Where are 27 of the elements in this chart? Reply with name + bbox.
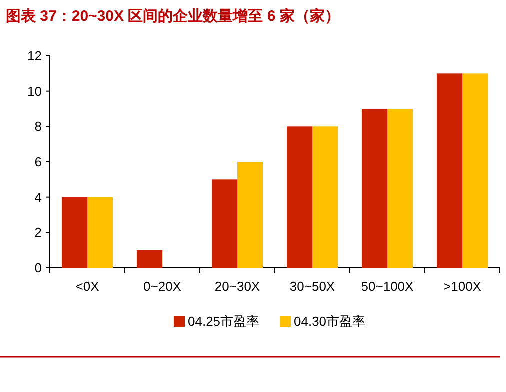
x-tick-label: 50~100X — [361, 279, 414, 294]
bar — [287, 126, 312, 268]
y-tick-label: 4 — [34, 190, 42, 205]
y-tick-label: 10 — [28, 84, 42, 99]
bar — [362, 109, 388, 268]
bar — [312, 126, 338, 268]
bar — [137, 250, 162, 268]
bar — [388, 109, 413, 268]
y-tick-label: 2 — [34, 225, 42, 240]
x-tick-label: >100X — [444, 279, 482, 294]
bar — [212, 180, 238, 268]
bar — [88, 197, 113, 268]
bar — [238, 162, 263, 268]
y-tick-label: 0 — [34, 260, 42, 276]
x-tick-label: 20~30X — [214, 279, 260, 294]
x-tick-label: <0X — [76, 279, 100, 294]
y-tick-label: 8 — [34, 119, 42, 134]
chart-title: 图表 37：20~30X 区间的企业数量增至 6 家（家） — [6, 7, 340, 25]
y-tick-label: 12 — [28, 48, 42, 64]
bar — [62, 197, 88, 268]
bar — [462, 74, 488, 268]
x-tick-label: 0~20X — [144, 279, 182, 294]
y-tick-label: 6 — [34, 154, 42, 170]
legend-label: 04.25市盈率 — [188, 314, 260, 329]
legend-label: 04.30市盈率 — [294, 314, 366, 329]
x-tick-label: 30~50X — [290, 279, 336, 294]
bar — [437, 74, 462, 268]
